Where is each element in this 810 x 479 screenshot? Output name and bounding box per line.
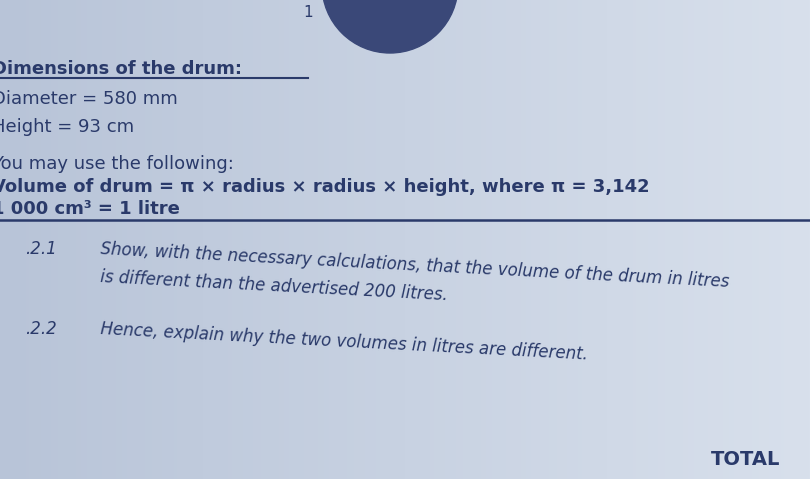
Text: .2.2: .2.2: [25, 320, 57, 338]
Text: Diameter = 580 mm: Diameter = 580 mm: [0, 90, 177, 108]
Text: Height = 93 cm: Height = 93 cm: [0, 118, 134, 136]
Text: .2.1: .2.1: [25, 240, 57, 258]
Text: TOTAL: TOTAL: [710, 450, 780, 469]
Text: 1 000 cm³ = 1 litre: 1 000 cm³ = 1 litre: [0, 200, 180, 218]
Text: is different than the advertised 200 litres.: is different than the advertised 200 lit…: [100, 268, 449, 304]
Text: Volume of drum = π × radius × radius × height, where π = 3,142: Volume of drum = π × radius × radius × h…: [0, 178, 650, 196]
Text: You may use the following:: You may use the following:: [0, 155, 234, 173]
Circle shape: [322, 0, 458, 53]
Text: Dimensions of the drum:: Dimensions of the drum:: [0, 60, 242, 78]
Text: Hence, explain why the two volumes in litres are different.: Hence, explain why the two volumes in li…: [100, 320, 588, 364]
Text: Show, with the necessary calculations, that the volume of the drum in litres: Show, with the necessary calculations, t…: [100, 240, 730, 291]
Text: 1: 1: [303, 5, 313, 20]
